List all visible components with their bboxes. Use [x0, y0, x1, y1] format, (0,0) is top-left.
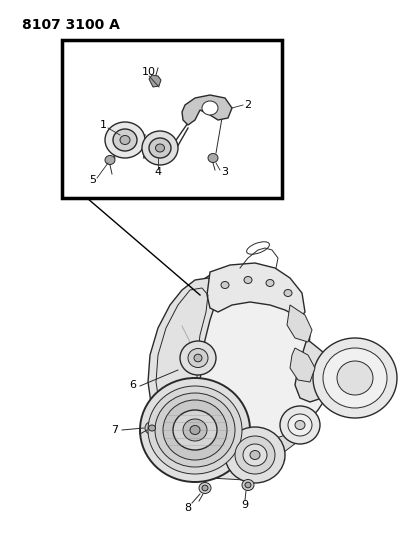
Ellipse shape: [120, 135, 130, 144]
Ellipse shape: [295, 421, 305, 430]
Ellipse shape: [142, 131, 178, 165]
Ellipse shape: [183, 419, 207, 441]
Bar: [62, 40, 282, 198]
Ellipse shape: [225, 427, 285, 483]
Text: 4: 4: [155, 167, 162, 177]
Ellipse shape: [155, 393, 235, 467]
Ellipse shape: [148, 386, 242, 474]
Ellipse shape: [244, 277, 252, 284]
Ellipse shape: [221, 281, 229, 288]
Text: 3: 3: [222, 167, 229, 177]
Ellipse shape: [243, 444, 267, 466]
Ellipse shape: [313, 338, 397, 418]
Ellipse shape: [288, 414, 312, 436]
Ellipse shape: [280, 406, 320, 444]
Polygon shape: [152, 268, 330, 465]
Ellipse shape: [245, 482, 251, 488]
Ellipse shape: [266, 279, 274, 287]
Ellipse shape: [202, 101, 218, 115]
Ellipse shape: [208, 154, 218, 163]
Ellipse shape: [337, 361, 373, 395]
Text: 8107 3100 A: 8107 3100 A: [22, 18, 120, 32]
Ellipse shape: [235, 436, 275, 474]
Ellipse shape: [250, 450, 260, 459]
Ellipse shape: [163, 400, 227, 460]
Ellipse shape: [155, 144, 164, 152]
Ellipse shape: [173, 410, 217, 450]
Text: 6: 6: [129, 380, 136, 390]
Ellipse shape: [113, 129, 137, 151]
Ellipse shape: [188, 349, 208, 367]
Text: 1: 1: [99, 120, 106, 130]
Ellipse shape: [199, 482, 211, 494]
Text: 7: 7: [111, 425, 118, 435]
Ellipse shape: [202, 485, 208, 491]
Polygon shape: [290, 348, 315, 382]
Text: 10: 10: [142, 67, 156, 77]
Ellipse shape: [323, 348, 387, 408]
Ellipse shape: [148, 425, 155, 431]
Ellipse shape: [284, 289, 292, 296]
Polygon shape: [207, 263, 305, 318]
Ellipse shape: [145, 422, 159, 434]
Ellipse shape: [140, 378, 250, 482]
Bar: [62, 40, 282, 198]
Polygon shape: [149, 75, 161, 87]
Text: 8: 8: [185, 503, 192, 513]
Ellipse shape: [190, 425, 200, 434]
Polygon shape: [182, 452, 285, 480]
Polygon shape: [287, 305, 312, 342]
Polygon shape: [148, 278, 218, 455]
Text: 9: 9: [241, 500, 249, 510]
Ellipse shape: [194, 354, 202, 362]
Ellipse shape: [105, 122, 145, 158]
Polygon shape: [182, 95, 232, 125]
Ellipse shape: [180, 341, 216, 375]
Polygon shape: [295, 340, 335, 402]
Text: 2: 2: [245, 100, 252, 110]
Ellipse shape: [242, 480, 254, 490]
Ellipse shape: [149, 138, 171, 158]
Ellipse shape: [105, 156, 115, 165]
Polygon shape: [172, 425, 308, 462]
Text: 5: 5: [90, 175, 97, 185]
